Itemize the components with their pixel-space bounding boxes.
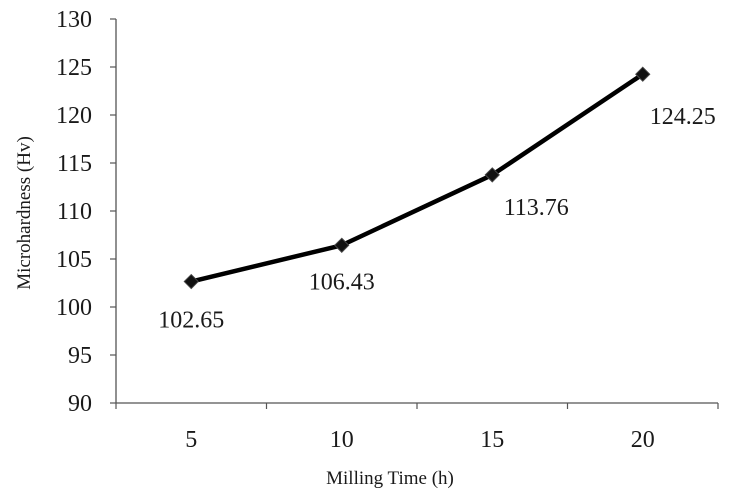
data-label: 106.43: [309, 269, 375, 295]
x-tick-label: 20: [631, 427, 655, 453]
y-tick-label: 105: [56, 247, 92, 273]
y-axis-ticks: 90 95 100 105 110 115 120 125 130: [56, 7, 116, 417]
data-point-marker: [484, 167, 500, 183]
y-tick-label: 130: [56, 7, 92, 33]
y-tick-label: 95: [68, 343, 92, 369]
data-point-marker: [183, 273, 199, 290]
y-tick-label: 100: [56, 295, 92, 321]
x-tick-label: 15: [480, 427, 504, 453]
y-tick-label: 115: [57, 151, 92, 177]
y-tick-label: 125: [56, 55, 92, 81]
data-label: 124.25: [650, 104, 716, 130]
x-axis-title: Milling Time (h): [326, 468, 454, 489]
y-tick-label: 120: [56, 103, 92, 129]
y-tick-label: 90: [68, 391, 92, 417]
y-tick-label: 110: [57, 199, 92, 225]
data-label: 102.65: [158, 308, 224, 334]
data-labels: 102.65 106.43 113.76 124.25: [158, 104, 716, 333]
x-tick-label: 5: [185, 427, 197, 453]
x-axis-ticks: 5 10 15 20: [115, 403, 719, 453]
y-axis-title: Microhardness (Hv): [14, 136, 35, 290]
data-label: 113.76: [504, 195, 569, 221]
data-point-marker: [334, 237, 350, 253]
data-point-marker: [635, 66, 651, 82]
x-tick-label: 10: [330, 427, 354, 453]
series-line: [189, 71, 645, 284]
series-layer: [183, 66, 651, 290]
